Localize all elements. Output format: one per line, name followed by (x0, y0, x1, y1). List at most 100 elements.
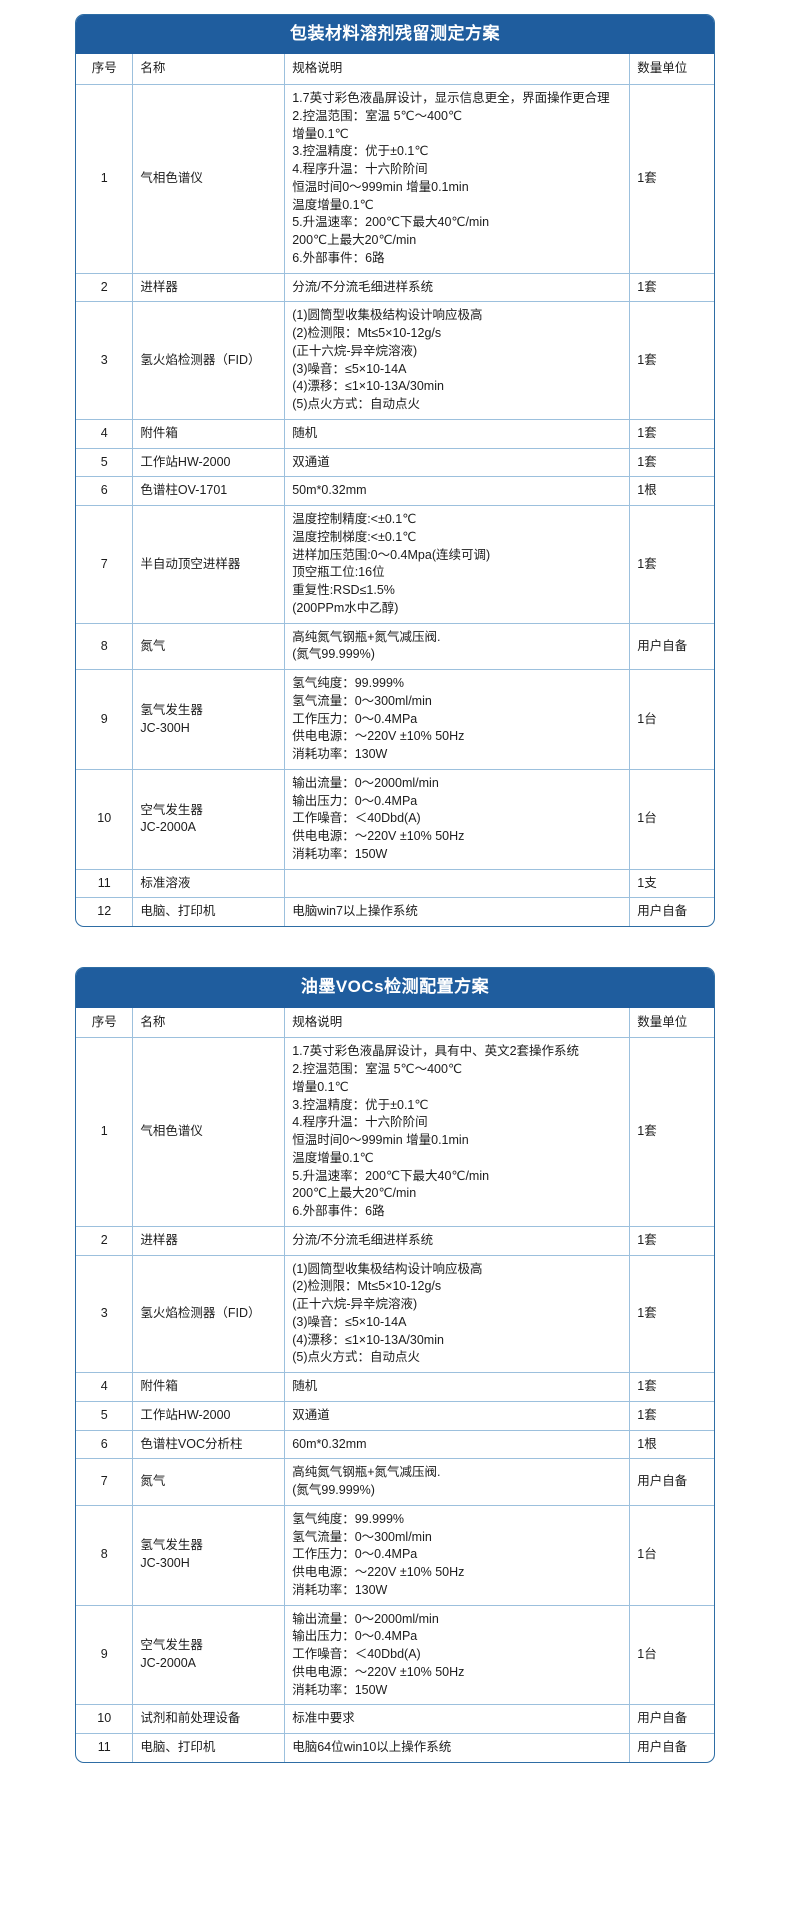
table-row: 7 氮气 高纯氮气钢瓶+氮气减压阀. (氮气99.999%) 用户自备 (76, 1458, 714, 1506)
column-header: 规格说明 (284, 1007, 631, 1039)
table-row: 9 空气发生器 JC-2000A 输出流量：0～2000ml/min 输出压力：0～… (76, 1604, 714, 1706)
table-row: 4 附件箱 随机 1套 (76, 418, 714, 449)
row-spec-cell: 双通道 (284, 1400, 631, 1431)
spec-block: 油墨VOCs检测配置方案 序号 名称 规格说明 数量单位 1 气相色谱仪 1.7英寸彩色液晶屏… (75, 967, 715, 1763)
table-row: 5 工作站HW-2000 双通道 1套 (76, 1400, 714, 1431)
row-index-cell: 12 (76, 897, 134, 927)
table-row: 12 电脑、打印机 电脑win7以上操作系统 用户自备 (76, 897, 714, 927)
table-row: 8 氮气 高纯氮气钢瓶+氮气减压阀. (氮气99.999%) 用户自备 (76, 622, 714, 671)
row-index-cell: 10 (76, 768, 134, 870)
table-row: 10 试剂和前处理设备 标准中要求 用户自备 (76, 1704, 714, 1735)
row-unit-cell: 1套 (629, 1225, 714, 1256)
row-unit-cell: 1台 (629, 768, 714, 870)
table-row: 7 半自动顶空进样器 温度控制精度:<±0.1℃ 温度控制梯度:<±0.1℃ 进样加… (76, 505, 714, 624)
spec-block: 包装材料溶剂残留测定方案 序号 名称 规格说明 数量单位 1 气相色谱仪 1.7英寸彩色液晶屏… (75, 14, 715, 928)
row-spec-cell: 1.7英寸彩色液晶屏设计，显示信息更全，界面操作更合理 2.控温范围：室温 5℃… (284, 84, 631, 274)
table-row: 1 气相色谱仪 1.7英寸彩色液晶屏设计，显示信息更全，界面操作更合理 2.控温范围… (76, 84, 714, 274)
row-unit-cell: 用户自备 (629, 622, 714, 671)
row-spec-cell: 高纯氮气钢瓶+氮气减压阀. (氮气99.999%) (284, 1458, 631, 1506)
column-header: 序号 (76, 54, 134, 86)
row-index-cell: 8 (76, 1504, 134, 1606)
table-row: 8 氢气发生器 JC-300H 氢气纯度：99.999% 氢气流量：0～300ml/… (76, 1504, 714, 1606)
row-unit-cell: 用户自备 (629, 1458, 714, 1506)
column-header: 名称 (132, 1007, 286, 1039)
row-index-cell: 5 (76, 447, 134, 478)
row-name-cell: 气相色谱仪 (132, 1037, 286, 1227)
row-name-cell: 氢气发生器 JC-300H (132, 669, 286, 770)
row-unit-cell: 1套 (629, 1400, 714, 1431)
row-unit-cell: 1根 (629, 476, 714, 507)
row-index-cell: 6 (76, 476, 134, 507)
row-spec-cell: 1.7英寸彩色液晶屏设计，具有中、英文2套操作系统 2.控温范围：室温 5℃～4… (284, 1037, 631, 1227)
row-unit-cell: 1套 (629, 301, 714, 420)
row-index-cell: 4 (76, 1372, 134, 1402)
row-spec-cell: 分流/不分流毛细进样系统 (284, 272, 631, 303)
table-row: 3 氢火焰检测器（FID） (1)圆筒型收集极结构设计响应极高 (2)检测限：Mt≤… (76, 301, 714, 420)
row-index-cell: 9 (76, 1604, 134, 1706)
row-name-cell: 气相色谱仪 (132, 84, 286, 274)
row-spec-cell (284, 868, 631, 899)
row-spec-cell: 电脑64位win10以上操作系统 (284, 1733, 631, 1762)
spec-table: 序号 名称 规格说明 数量单位 1 气相色谱仪 1.7英寸彩色液晶屏设计，具有中、英文2套操… (76, 1007, 714, 1762)
row-unit-cell: 用户自备 (629, 1733, 714, 1762)
row-unit-cell: 1根 (629, 1429, 714, 1460)
column-header: 序号 (76, 1007, 134, 1039)
table-header-row: 序号 名称 规格说明 数量单位 (76, 54, 714, 86)
row-name-cell: 试剂和前处理设备 (132, 1704, 286, 1735)
row-unit-cell: 1套 (629, 447, 714, 478)
row-spec-cell: (1)圆筒型收集极结构设计响应极高 (2)检测限：Mt≤5×10-12g/s (… (284, 1254, 631, 1374)
row-index-cell: 3 (76, 301, 134, 420)
row-unit-cell: 1套 (629, 505, 714, 624)
row-name-cell: 氮气 (132, 1458, 286, 1506)
row-index-cell: 11 (76, 868, 134, 899)
row-spec-cell: 输出流量：0～2000ml/min 输出压力：0～0.4MPa 工作噪音：＜40… (284, 768, 631, 870)
row-unit-cell: 用户自备 (629, 1704, 714, 1735)
row-name-cell: 工作站HW-2000 (132, 447, 286, 478)
row-spec-cell: 随机 (284, 418, 631, 449)
row-unit-cell: 1台 (629, 1504, 714, 1606)
spec-blocks-container: 包装材料溶剂残留测定方案 序号 名称 规格说明 数量单位 1 气相色谱仪 1.7英寸彩色液晶屏… (75, 14, 715, 1763)
row-spec-cell: 分流/不分流毛细进样系统 (284, 1225, 631, 1256)
column-header: 规格说明 (284, 54, 631, 86)
row-unit-cell: 1台 (629, 1604, 714, 1706)
row-index-cell: 1 (76, 84, 134, 274)
row-name-cell: 氢气发生器 JC-300H (132, 1504, 286, 1606)
row-spec-cell: 高纯氮气钢瓶+氮气减压阀. (氮气99.999%) (284, 622, 631, 671)
column-header: 数量单位 (629, 1007, 714, 1039)
row-spec-cell: 50m*0.32mm (284, 476, 631, 507)
row-unit-cell: 1套 (629, 272, 714, 303)
row-name-cell: 氢火焰检测器（FID） (132, 301, 286, 420)
row-name-cell: 空气发生器 JC-2000A (132, 1604, 286, 1706)
row-index-cell: 5 (76, 1400, 134, 1431)
spec-table: 序号 名称 规格说明 数量单位 1 气相色谱仪 1.7英寸彩色液晶屏设计，显示信息更全，界面… (76, 54, 714, 927)
row-name-cell: 电脑、打印机 (132, 1733, 286, 1762)
table-row: 3 氢火焰检测器（FID） (1)圆筒型收集极结构设计响应极高 (2)检测限：Mt≤… (76, 1254, 714, 1374)
row-spec-cell: 输出流量：0～2000ml/min 输出压力：0～0.4MPa 工作噪音：＜40… (284, 1604, 631, 1706)
row-unit-cell: 1套 (629, 418, 714, 449)
table-row: 6 色谱柱VOC分析柱 60m*0.32mm 1根 (76, 1429, 714, 1460)
row-index-cell: 8 (76, 622, 134, 671)
row-name-cell: 电脑、打印机 (132, 897, 286, 927)
row-spec-cell: 氢气纯度：99.999% 氢气流量：0～300ml/min 工作压力：0～0.4… (284, 1504, 631, 1606)
table-header-row: 序号 名称 规格说明 数量单位 (76, 1007, 714, 1039)
row-unit-cell: 1套 (629, 84, 714, 274)
column-header: 名称 (132, 54, 286, 86)
row-name-cell: 附件箱 (132, 1372, 286, 1402)
row-name-cell: 标准溶液 (132, 868, 286, 899)
row-index-cell: 7 (76, 505, 134, 624)
row-spec-cell: 随机 (284, 1372, 631, 1402)
row-index-cell: 9 (76, 669, 134, 770)
row-index-cell: 2 (76, 1225, 134, 1256)
table-row: 2 进样器 分流/不分流毛细进样系统 1套 (76, 272, 714, 303)
row-spec-cell: 电脑win7以上操作系统 (284, 897, 631, 927)
table-row: 1 气相色谱仪 1.7英寸彩色液晶屏设计，具有中、英文2套操作系统 2.控温范围：室… (76, 1037, 714, 1227)
row-spec-cell: 标准中要求 (284, 1704, 631, 1735)
row-spec-cell: 氢气纯度：99.999% 氢气流量：0～300ml/min 工作压力：0～0.4… (284, 669, 631, 770)
row-name-cell: 氮气 (132, 622, 286, 671)
row-name-cell: 空气发生器 JC-2000A (132, 768, 286, 870)
block-title: 包装材料溶剂残留测定方案 (76, 15, 714, 55)
row-unit-cell: 用户自备 (629, 897, 714, 927)
row-unit-cell: 1套 (629, 1254, 714, 1374)
document-page: 包装材料溶剂残留测定方案 序号 名称 规格说明 数量单位 1 气相色谱仪 1.7英寸彩色液晶屏… (75, 14, 715, 1763)
row-name-cell: 进样器 (132, 272, 286, 303)
